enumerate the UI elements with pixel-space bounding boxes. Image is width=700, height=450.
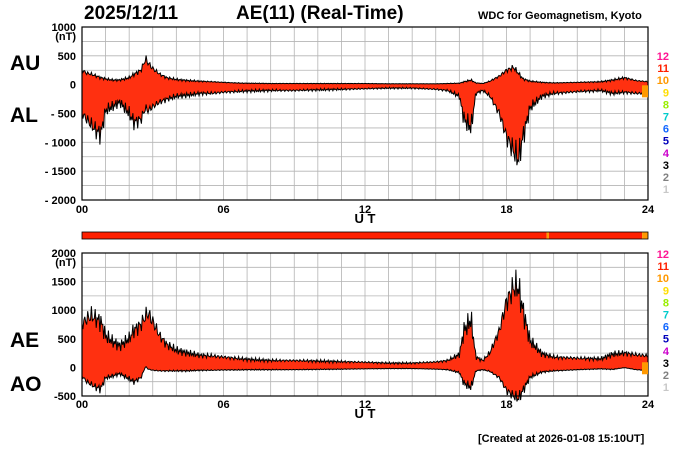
ae-panel-label: AE: [10, 329, 40, 352]
station-scale-label: 7: [663, 310, 669, 322]
y-unit-label: (nT): [55, 31, 76, 43]
station-scale-label: 8: [663, 99, 669, 111]
series-line-al: [81, 86, 648, 166]
station-scale-label: 6: [663, 124, 669, 136]
y-tick-label: 500: [58, 51, 76, 63]
au-panel-label: AU: [10, 52, 41, 75]
station-scale-label: 4: [663, 148, 670, 160]
y-tick-label: 1500: [52, 277, 76, 289]
x-axis-label: U T: [355, 211, 376, 226]
y-tick-label: 2000: [52, 248, 76, 260]
station-scale-label: 10: [657, 75, 669, 87]
station-scale-label: 9: [663, 285, 669, 297]
station-scale-label: 1: [663, 382, 669, 394]
station-scale-label: 6: [663, 322, 669, 334]
data-source-label: WDC for Geomagnetism, Kyoto: [478, 10, 642, 22]
station-bar-segment: [546, 232, 549, 239]
y-tick-label: - 2000: [45, 195, 76, 207]
station-scale-label: 5: [663, 334, 669, 346]
station-scale-label: 1: [663, 184, 669, 196]
station-scale-label: 3: [663, 160, 669, 172]
series-line-ae: [81, 269, 648, 366]
station-scale-label: 2: [663, 172, 669, 184]
station-scale-label: 10: [657, 273, 669, 285]
x-tick-label: 18: [500, 399, 512, 411]
chart-title: AE(11) (Real-Time): [236, 3, 404, 24]
x-tick-label: 24: [642, 399, 655, 411]
y-tick-label: 0: [70, 80, 76, 92]
station-scale-label: 5: [663, 136, 669, 148]
x-tick-label: 06: [217, 204, 229, 216]
realtime-marker: [642, 362, 648, 375]
x-tick-label: 12: [359, 399, 371, 411]
station-scale-label: 11: [657, 261, 669, 273]
series-line-ao: [81, 365, 649, 402]
station-scale-label: 2: [663, 370, 669, 382]
station-bar-frame: [81, 231, 649, 240]
station-bar-segment: [642, 232, 648, 239]
x-tick-label: 06: [217, 399, 229, 411]
station-scale-label: 4: [663, 346, 670, 358]
created-timestamp: [Created at 2026-01-08 15:10UT]: [478, 433, 645, 445]
plot-frame: [81, 252, 649, 397]
station-scale-label: 12: [657, 249, 669, 261]
chart-date: 2025/12/11: [84, 3, 179, 24]
y-tick-label: 1000: [52, 305, 76, 317]
al-panel-label: AL: [10, 104, 38, 127]
y-unit-label: (nT): [55, 257, 76, 269]
y-tick-label: 1000: [52, 22, 76, 34]
station-bar-segment: [82, 232, 547, 239]
plot-frame: [81, 26, 649, 201]
y-tick-label: 500: [58, 334, 76, 346]
station-scale-label: 12: [657, 51, 669, 63]
y-tick-label: 0: [70, 362, 76, 374]
station-scale-label: 9: [663, 87, 669, 99]
station-bar-segment: [548, 232, 643, 239]
x-tick-label: 24: [642, 204, 655, 216]
x-tick-label: 00: [76, 399, 88, 411]
x-tick-label: 18: [500, 204, 512, 216]
station-scale-label: 3: [663, 358, 669, 370]
station-scale-label: 8: [663, 297, 669, 309]
x-axis-label: U T: [355, 406, 376, 421]
y-tick-label: - 500: [51, 109, 76, 121]
y-tick-label: - 1000: [45, 137, 76, 149]
y-tick-label: -500: [54, 391, 76, 403]
x-tick-label: 12: [359, 204, 371, 216]
station-scale-label: 11: [657, 63, 669, 75]
realtime-marker: [642, 85, 648, 98]
ao-panel-label: AO: [10, 373, 42, 396]
station-scale-label: 7: [663, 112, 669, 124]
y-tick-label: - 1500: [45, 166, 76, 178]
x-tick-label: 00: [76, 204, 88, 216]
series-line-au: [81, 55, 649, 85]
